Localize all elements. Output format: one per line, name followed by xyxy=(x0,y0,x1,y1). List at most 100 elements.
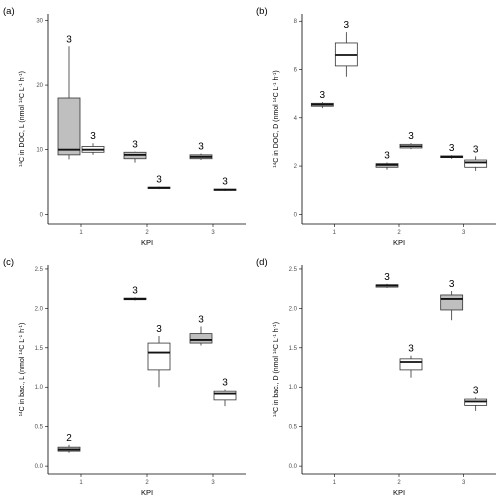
y-tick-label: 8 xyxy=(294,19,298,25)
n-label: 3 xyxy=(320,90,326,101)
x-tick-label: 1 xyxy=(79,480,83,486)
y-label-text: C in bac., L (nmol xyxy=(19,355,26,412)
y-tick-label: 2.5 xyxy=(289,267,298,273)
y-label-superscript: 14 xyxy=(272,97,277,103)
box-plot-grey: 3 xyxy=(375,272,399,288)
n-label: 3 xyxy=(222,378,228,389)
n-label: 2 xyxy=(66,433,72,444)
y-tick-label: 0.0 xyxy=(289,464,298,470)
y-tick-label: 20 xyxy=(36,83,43,89)
box-plot-white: 3 xyxy=(464,144,488,171)
y-label-superscript: -1 xyxy=(272,82,277,86)
n-label: 3 xyxy=(198,315,204,326)
y-label-text: C in DOC, D (nmol xyxy=(273,102,280,162)
x-tick-label: 1 xyxy=(79,230,83,236)
box-iqr xyxy=(189,333,213,344)
x-axis-label: KPI xyxy=(141,238,153,247)
y-label-text: ) xyxy=(19,71,26,73)
n-label: 3 xyxy=(473,385,479,396)
y-label-text: C L xyxy=(19,87,26,98)
y-tick-label: 10 xyxy=(36,148,43,154)
box-plot-grey: 3 xyxy=(375,150,399,170)
box-plot-grey: 3 xyxy=(57,34,81,160)
box-iqr xyxy=(440,294,464,311)
y-label-text: C in DOC, L (nmol xyxy=(19,103,26,162)
y-tick-label: 4 xyxy=(294,116,298,122)
y-label-superscript: 14 xyxy=(18,98,23,104)
box-iqr xyxy=(464,159,488,168)
y-tick-label: 2.0 xyxy=(35,306,44,312)
n-label: 3 xyxy=(344,20,350,31)
box-plot-white: 3 xyxy=(147,324,171,388)
x-tick-label: 3 xyxy=(462,230,466,236)
box-plot-grey: 3 xyxy=(123,285,147,301)
x-axis-label: KPI xyxy=(393,488,405,497)
box-plot-white: 3 xyxy=(464,385,488,411)
panel-label: (c) xyxy=(3,257,14,268)
y-label-superscript: 14 xyxy=(272,162,277,168)
n-label: 3 xyxy=(449,143,455,154)
panel-c: (c) 0.0 0.5 1.0 1.5 2.0 2.5 1 2 3 KPI 14C in bac., … xyxy=(3,257,246,497)
y-label-text: C L xyxy=(273,86,280,97)
n-label: 3 xyxy=(132,140,138,151)
x-tick-label: 2 xyxy=(145,230,149,236)
n-label: 3 xyxy=(90,131,96,142)
box-iqr xyxy=(399,358,423,371)
n-label: 3 xyxy=(156,175,162,186)
y-tick-label: 1.5 xyxy=(289,346,298,352)
box-plot-grey: 3 xyxy=(189,315,213,346)
panel-label: (b) xyxy=(256,6,268,17)
box-iqr xyxy=(147,342,171,371)
box-plot-grey: 3 xyxy=(440,279,464,321)
y-label-superscript: 14 xyxy=(18,349,23,355)
x-tick-label: 3 xyxy=(211,480,215,486)
y-tick-label: 1.0 xyxy=(35,385,44,391)
x-tick-label: 2 xyxy=(145,480,149,486)
box-plot-white: 3 xyxy=(213,378,237,407)
box-plot-white: 3 xyxy=(147,175,171,190)
n-label: 3 xyxy=(449,279,455,290)
x-tick-label: 3 xyxy=(211,230,215,236)
x-tick-label: 2 xyxy=(397,230,401,236)
x-tick-label: 1 xyxy=(333,230,337,236)
x-axis-label: KPI xyxy=(141,488,153,497)
y-tick-label: 1.0 xyxy=(289,385,298,391)
y-tick-label: 0 xyxy=(40,212,44,218)
box-plot-white: 3 xyxy=(399,131,423,150)
y-axis-label: 14C in DOC, L (nmol 14C L-1 h-1) xyxy=(18,71,27,167)
box-plot-white: 3 xyxy=(213,176,237,192)
n-label: 3 xyxy=(473,144,479,155)
panel-label: (d) xyxy=(256,257,268,268)
y-tick-label: 0.5 xyxy=(35,425,44,431)
box-plot-grey: 3 xyxy=(440,143,464,159)
y-label-superscript: 14 xyxy=(272,412,277,418)
y-label-text: h xyxy=(19,77,26,83)
y-label-text: ) xyxy=(19,323,26,325)
y-axis-label: 14C in bac., D (nmol 14C L-1 h-1) xyxy=(272,322,281,417)
box-plot-grey: 3 xyxy=(189,142,213,161)
y-label-text: h xyxy=(19,329,26,335)
y-axis-label: 14C in DOC, D (nmol 14C L-1 h-1) xyxy=(272,70,281,167)
y-label-superscript: 14 xyxy=(18,162,23,168)
n-label: 3 xyxy=(408,344,414,355)
n-label: 3 xyxy=(132,285,138,296)
box-plot-grey: 3 xyxy=(310,90,334,109)
box-plot-grey: 3 xyxy=(123,140,147,163)
y-tick-label: 2 xyxy=(294,164,298,170)
n-label: 3 xyxy=(66,34,72,45)
x-axis-label: KPI xyxy=(393,238,405,247)
y-tick-label: 0.5 xyxy=(289,425,298,431)
box-iqr xyxy=(213,390,237,401)
n-label: 3 xyxy=(198,142,204,153)
y-label-text: ) xyxy=(273,322,280,324)
y-tick-label: 2.0 xyxy=(289,306,298,312)
y-label-superscript: -1 xyxy=(272,334,277,338)
panel-label: (a) xyxy=(3,6,15,17)
y-tick-label: 0.0 xyxy=(35,464,44,470)
y-axis-label: 14C in bac., L (nmol 14C L-1 h-1) xyxy=(18,323,27,417)
y-label-superscript: 14 xyxy=(272,349,277,355)
y-tick-label: 1.5 xyxy=(35,346,44,352)
